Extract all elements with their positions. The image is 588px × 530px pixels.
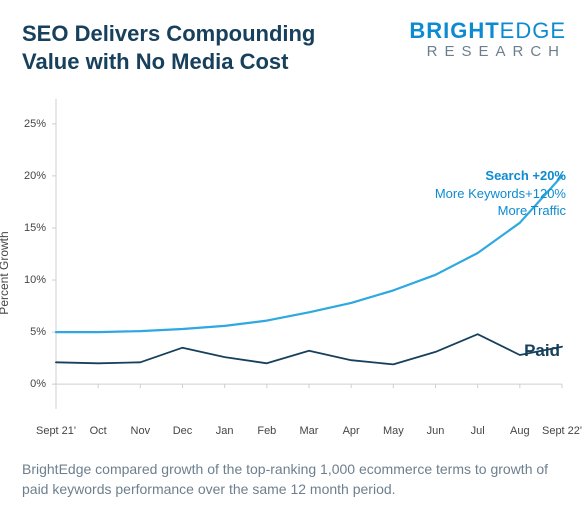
- header: SEO Delivers Compounding Value with No M…: [22, 20, 566, 75]
- search-annotation: Search +20% More Keywords+120% More Traf…: [435, 167, 566, 220]
- x-tick-label: Aug: [510, 425, 530, 437]
- annotation-line-1: Search +20%: [435, 167, 566, 185]
- brand-logo: BRIGHTEDGE RESEARCH: [409, 20, 566, 59]
- annotation-line-3: More Traffic: [435, 202, 566, 220]
- x-tick-label: Jul: [471, 425, 485, 437]
- x-tick-label: Dec: [173, 425, 193, 437]
- y-tick-label: 5%: [30, 326, 46, 338]
- x-tick-label: Mar: [300, 425, 319, 437]
- y-axis-title: Percent Growth: [0, 231, 11, 314]
- paid-series-label: Paid: [524, 341, 560, 361]
- y-tick-label: 10%: [24, 274, 46, 286]
- logo-bottom-line: RESEARCH: [409, 44, 566, 59]
- logo-bold-text: BRIGHT: [409, 18, 499, 43]
- chart-caption: BrightEdge compared growth of the top-ra…: [22, 459, 566, 500]
- x-tick-label: Feb: [257, 425, 276, 437]
- x-tick-label: Nov: [131, 425, 151, 437]
- x-tick-label: Sept 22': [542, 425, 582, 437]
- y-axis-tick-labels: 0% 5% 10% 15% 20% 25%: [22, 93, 46, 423]
- growth-line-chart: Percent Growth 0%5%10%15%20%25% Sept 21'…: [22, 93, 566, 453]
- logo-top-line: BRIGHTEDGE: [409, 20, 566, 42]
- y-tick-label: 20%: [24, 170, 46, 182]
- chart-svg: [50, 93, 566, 423]
- x-axis-tick-labels: Sept 21'OctNovDecJanFebMarAprMayJunJulAu…: [50, 425, 566, 445]
- x-tick-label: Jan: [216, 425, 234, 437]
- y-tick-label: 25%: [24, 118, 46, 130]
- y-tick-label: 0%: [30, 378, 46, 390]
- logo-light-text: EDGE: [500, 18, 566, 43]
- x-tick-label: Apr: [343, 425, 360, 437]
- x-tick-label: May: [383, 425, 404, 437]
- page-title: SEO Delivers Compounding Value with No M…: [22, 20, 342, 75]
- x-tick-label: Jun: [427, 425, 445, 437]
- x-tick-label: Sept 21': [36, 425, 76, 437]
- annotation-line-2: More Keywords+120%: [435, 185, 566, 203]
- y-tick-label: 15%: [24, 222, 46, 234]
- x-tick-label: Oct: [90, 425, 107, 437]
